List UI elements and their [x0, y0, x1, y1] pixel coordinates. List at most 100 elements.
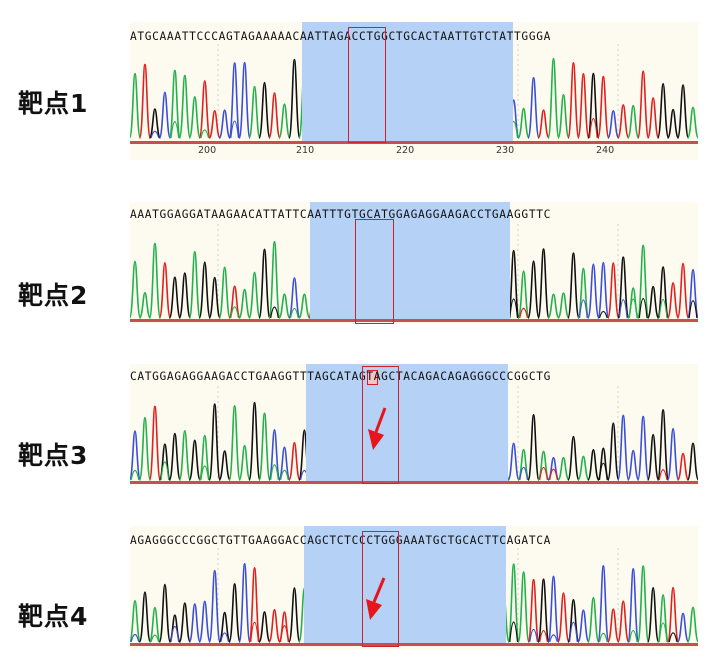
trace-peak-A: [517, 448, 530, 481]
trace-peak-A: [547, 57, 560, 139]
trace-peak-A: [686, 106, 698, 139]
trace-peak-A: [188, 251, 202, 319]
trace-peak-G: [567, 252, 580, 319]
trace-peak-T: [607, 608, 620, 643]
trace-peak-G: [527, 260, 540, 319]
trace-minor-peak: [200, 465, 210, 481]
trace-peak-T: [228, 285, 241, 319]
trace-peak-A: [517, 270, 530, 319]
trace-peak-C: [507, 442, 520, 481]
trace-peak-C: [666, 427, 680, 481]
target-site-box: [355, 219, 394, 324]
trace-peak-T: [158, 261, 172, 319]
trace-peak-G: [656, 266, 670, 319]
trace-peak-C: [597, 261, 610, 319]
trace-peak-T: [268, 92, 281, 139]
target-label-1: 靶点1: [18, 89, 89, 118]
trace-minor-peak: [230, 120, 240, 139]
trace-peak-T: [666, 586, 680, 643]
trace-minor-peak: [658, 469, 668, 481]
trace-peak-G: [656, 409, 670, 481]
trace-peak-G: [188, 439, 202, 481]
trace-peak-T: [148, 405, 162, 481]
trace-minor-peak: [170, 625, 180, 643]
trace-peak-C: [547, 575, 560, 643]
trace-minor-peak: [200, 129, 210, 139]
trace-minor-peak: [549, 468, 558, 481]
trace-minor-peak: [220, 632, 230, 643]
trace-peak-A: [517, 571, 530, 643]
trace-minor-peak: [668, 632, 678, 643]
trace-peak-A: [517, 107, 530, 139]
trace-peak-A: [138, 292, 152, 319]
trace-minor-peak: [130, 633, 140, 643]
trace-minor-peak: [170, 121, 180, 139]
trace-peak-T: [268, 609, 281, 643]
chromatogram-panel-4: AGAGGGCCCGGCTGTTGAAGGACCAGCTCTCCCTGGGAAA…: [130, 526, 698, 650]
trace-peak-T: [676, 452, 690, 481]
trace-minor-peak: [539, 466, 548, 481]
sequence-text: CATGGAGAGGAAGACCTGAAGGTTTAGCATAGTAGCTACA…: [130, 370, 551, 383]
trace-minor-peak: [578, 299, 588, 319]
sgrna-highlight: [310, 202, 510, 320]
trace-peak-A: [268, 240, 281, 319]
trace-peak-T: [616, 600, 630, 643]
trace-peak-C: [268, 429, 281, 481]
trace-peak-C: [158, 91, 172, 139]
trace-minor-peak: [658, 298, 668, 319]
trace-peak-A: [238, 288, 251, 319]
trace-minor-peak: [618, 299, 628, 319]
sgrna-highlight: [306, 364, 508, 482]
arrow-icon: [368, 407, 387, 450]
trace-peak-A: [626, 104, 640, 139]
trace-peak-T: [666, 282, 680, 319]
trace-peak-C: [218, 109, 231, 139]
trace-peak-C: [626, 449, 640, 481]
trace-peak-C: [188, 603, 202, 643]
trace-peak-A: [138, 417, 152, 481]
trace-peak-C: [198, 600, 212, 643]
sequence-text: AAATGGAGGATAAGAACATTATTCAATTTGTGCATGGAGA…: [130, 208, 551, 221]
trace-minor-peak: [150, 634, 160, 643]
trace-peak-G: [138, 591, 152, 643]
trace-minor-peak: [688, 300, 698, 319]
trace-peak-G: [248, 401, 261, 481]
trace-minor-peak: [270, 306, 279, 319]
trace-peak-A: [258, 412, 271, 481]
trace-peak-C: [238, 61, 251, 139]
trace-peak-C: [130, 430, 142, 481]
trace-peak-T: [676, 262, 690, 319]
trace-peak-G: [676, 84, 690, 139]
trace-peak-G: [288, 58, 301, 139]
trace-peak-C: [587, 263, 600, 319]
trace-peak-A: [148, 606, 162, 643]
trace-peak-A: [218, 266, 231, 319]
trace-peak-G: [218, 611, 231, 643]
trace-peak-A: [557, 292, 570, 319]
trace-minor-peak: [519, 466, 529, 481]
trace-peak-G: [208, 403, 221, 481]
trace-peak-A: [130, 599, 142, 643]
trace-peak-T: [646, 97, 660, 139]
trace-minor-peak: [628, 298, 638, 319]
tick-label: 220: [396, 145, 415, 156]
trace-peak-G: [616, 256, 630, 319]
chromatogram-panel-2: AAATGGAGGATAAGAACATTATTCAATTTGTGCATGGAGA…: [130, 202, 698, 324]
trace-minor-peak: [250, 621, 259, 643]
sgrna-highlight: [302, 22, 513, 142]
target-site-box: [362, 531, 399, 647]
trace-peak-G: [537, 578, 550, 643]
tick-label: 230: [496, 145, 515, 156]
trace-minor-peak: [638, 297, 648, 319]
trace-peak-G: [168, 276, 182, 319]
trace-minor-peak: [130, 469, 140, 481]
trace-peak-T: [557, 592, 570, 643]
trace-minor-peak: [598, 632, 608, 643]
trace-peak-T: [248, 566, 261, 643]
trace-peak-G: [178, 602, 192, 643]
trace-minor-peak: [588, 118, 598, 139]
trace-peak-C: [607, 110, 620, 139]
trace-minor-peak: [519, 307, 529, 319]
trace-peak-G: [288, 587, 301, 643]
trace-peak-C: [577, 609, 590, 643]
